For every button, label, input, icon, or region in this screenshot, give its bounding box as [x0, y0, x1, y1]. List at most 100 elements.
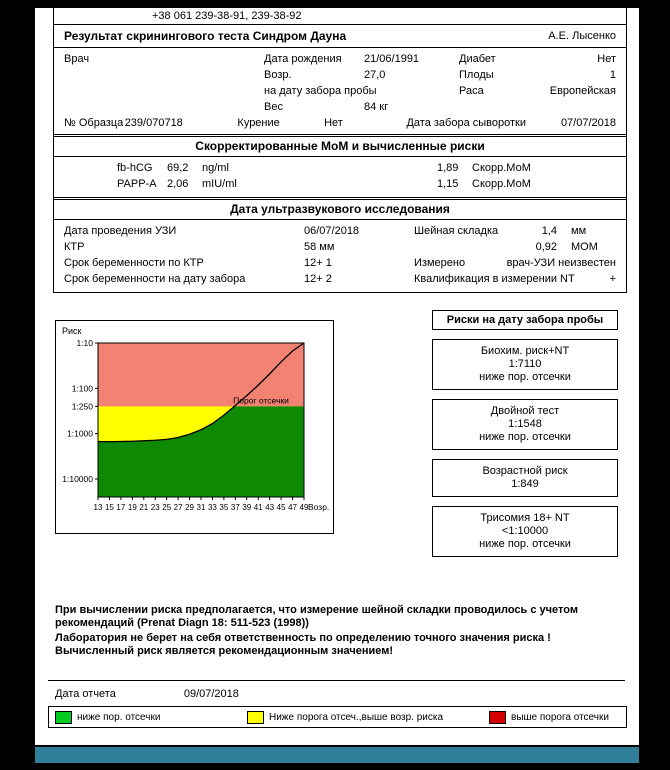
svg-text:35: 35	[219, 503, 228, 512]
risk-note: ниже пор. отсечки	[479, 371, 571, 383]
svg-text:1:10000: 1:10000	[62, 474, 93, 484]
svg-text:33: 33	[208, 503, 217, 512]
risk-value: 1:849	[511, 478, 539, 490]
diabetes-value: Нет	[597, 53, 616, 65]
svg-text:45: 45	[277, 503, 286, 512]
info-row-age: Возр. 27,0 Плоды 1	[64, 67, 616, 83]
ultrasound-row: КТР 58 мм 0,92 МОМ	[64, 239, 616, 255]
mom-section-title: Скорректированные МоМ и вычисленные риск…	[54, 137, 626, 157]
ultrasound-row: Срок беременности по КТР 12+ 1 Измерено …	[64, 255, 616, 271]
report-header-table: +38 061 239-38-91, 239-38-92 Результат с…	[53, 8, 627, 293]
report-date-label: Дата отчета	[55, 688, 116, 700]
risk-note: ниже пор. отсечки	[479, 538, 571, 550]
legend-swatch-yellow	[247, 710, 264, 724]
us-label2: Квалификация в измерении NT	[414, 273, 575, 285]
patient-info-table: Врач Дата рождения 21/06/1991 Диабет Нет…	[54, 48, 626, 134]
age-note: на дату забора пробы	[264, 85, 377, 97]
phone-numbers: +38 061 239-38-91, 239-38-92	[152, 10, 302, 22]
ultrasound-row: Дата проведения УЗИ 06/07/2018 Шейная ск…	[64, 223, 616, 239]
svg-text:39: 39	[242, 503, 251, 512]
race-label: Раса	[459, 85, 484, 97]
us-label2: Измерено	[414, 257, 466, 269]
disclaimer-text: При вычислении риска предполагается, что…	[55, 604, 625, 660]
fetuses-value: 1	[609, 69, 616, 81]
risk-box-double-test: Двойной тест 1:1548 ниже пор. отсечки	[432, 399, 618, 450]
bottom-teal-bar	[35, 747, 639, 763]
report-page: +38 061 239-38-91, 239-38-92 Результат с…	[35, 8, 639, 745]
info-row-weight: Вес 84 кг	[64, 99, 616, 115]
svg-text:1:10: 1:10	[76, 338, 93, 348]
ultrasound-section: Дата ультразвукового исследования Дата п…	[54, 197, 626, 292]
race-value: Европейская	[549, 85, 616, 97]
risk-value: 1:1548	[508, 418, 542, 430]
us-label: Дата проведения УЗИ	[64, 225, 177, 237]
diabetes-label: Диабет	[459, 53, 496, 65]
svg-text:25: 25	[162, 503, 171, 512]
svg-text:Порог отсечки: Порог отсечки	[233, 395, 289, 405]
mom-label: Скорр.МоМ	[472, 178, 531, 190]
legend-item-below-cutoff: ниже пор. отсечки	[49, 710, 247, 724]
legend-swatch-red	[489, 710, 506, 724]
phone-row: +38 061 239-38-91, 239-38-92	[54, 8, 626, 25]
us-unit: мм	[571, 225, 587, 237]
smoking-label: Курение	[237, 117, 280, 129]
mom-row: fb-hCG 69,2 ng/ml 1,89 Скорр.МоМ	[54, 160, 626, 176]
sample-label: № Образца	[64, 117, 124, 129]
svg-text:13: 13	[94, 503, 103, 512]
svg-text:49: 49	[300, 503, 309, 512]
svg-text:27: 27	[174, 503, 183, 512]
risk-name: Биохим. риск+NT	[480, 345, 570, 357]
legend-item-between: Ниже порога отсеч.,выше возр. риска	[247, 710, 489, 724]
doctor-label: Врач	[64, 53, 90, 65]
us-value: 12+ 2	[304, 273, 332, 285]
svg-text:41: 41	[254, 503, 263, 512]
report-date-value: 09/07/2018	[183, 688, 239, 700]
svg-text:23: 23	[151, 503, 160, 512]
info-row-sample: № Образца 239/070718 Курение Нет Дата за…	[64, 115, 616, 131]
us-value2: 0,92	[535, 241, 557, 253]
us-value2: +	[609, 273, 616, 285]
svg-text:29: 29	[185, 503, 194, 512]
us-label: КТР	[64, 241, 85, 253]
mom-row: PAPP-A 2,06 mIU/ml 1,15 Скорр.МоМ	[54, 176, 626, 192]
serum-date-label: Дата забора сыворотки	[406, 117, 526, 129]
svg-text:19: 19	[128, 503, 137, 512]
us-value: 12+ 1	[304, 257, 332, 269]
us-value2: 1,4	[541, 225, 557, 237]
serum-date-value: 07/07/2018	[560, 117, 616, 129]
risk-panel-title: Риски на дату забора пробы	[432, 310, 618, 330]
svg-text:Риск: Риск	[62, 326, 82, 336]
risk-box-age-risk: Возрастной риск 1:849	[432, 459, 618, 497]
svg-text:1:1000: 1:1000	[67, 429, 93, 439]
us-label: Срок беременности по КТР	[64, 257, 204, 269]
risk-note: ниже пор. отсечки	[479, 431, 571, 443]
mom-label: Скорр.МоМ	[472, 162, 531, 174]
risk-legend: ниже пор. отсечки Ниже порога отсеч.,выш…	[48, 706, 627, 728]
risk-name: Возрастной риск	[482, 465, 568, 477]
ultrasound-row: Срок беременности на дату забора 12+ 2 К…	[64, 271, 616, 287]
disclaimer-line-2: Лаборатория не берет на себя ответственн…	[55, 632, 551, 657]
legend-label: ниже пор. отсечки	[77, 711, 161, 723]
risk-chart: Риск 1:10 1:100 1:250 1:1000 1:10000 13 15 17 19 2…	[55, 320, 334, 534]
risk-value: <1:10000	[501, 525, 549, 537]
svg-text:Возр.: Возр.	[308, 502, 329, 512]
svg-text:47: 47	[288, 503, 297, 512]
legend-label: Ниже порога отсеч.,выше возр. риска	[269, 711, 444, 723]
analyte-value: 2,06	[167, 178, 189, 190]
risk-box-trisomy18: Трисомия 18+ NT <1:10000 ниже пор. отсеч…	[432, 506, 618, 557]
analyte-unit: mIU/ml	[202, 178, 237, 190]
svg-text:37: 37	[231, 503, 240, 512]
svg-text:31: 31	[197, 503, 206, 512]
legend-label: выше порога отсечки	[511, 711, 609, 723]
info-row-agenote: на дату забора пробы Раса Европейская	[64, 83, 616, 99]
title-row: Результат скринингового теста Синдром Да…	[54, 25, 626, 48]
svg-text:15: 15	[105, 503, 114, 512]
dob-label: Дата рождения	[264, 53, 342, 65]
svg-text:17: 17	[116, 503, 125, 512]
age-value: 27,0	[364, 69, 386, 81]
smoking-value: Нет	[324, 117, 343, 129]
age-label: Возр.	[264, 69, 292, 81]
disclaimer-line-1: При вычислении риска предполагается, что…	[55, 604, 578, 629]
dob-value: 21/06/1991	[364, 53, 420, 65]
